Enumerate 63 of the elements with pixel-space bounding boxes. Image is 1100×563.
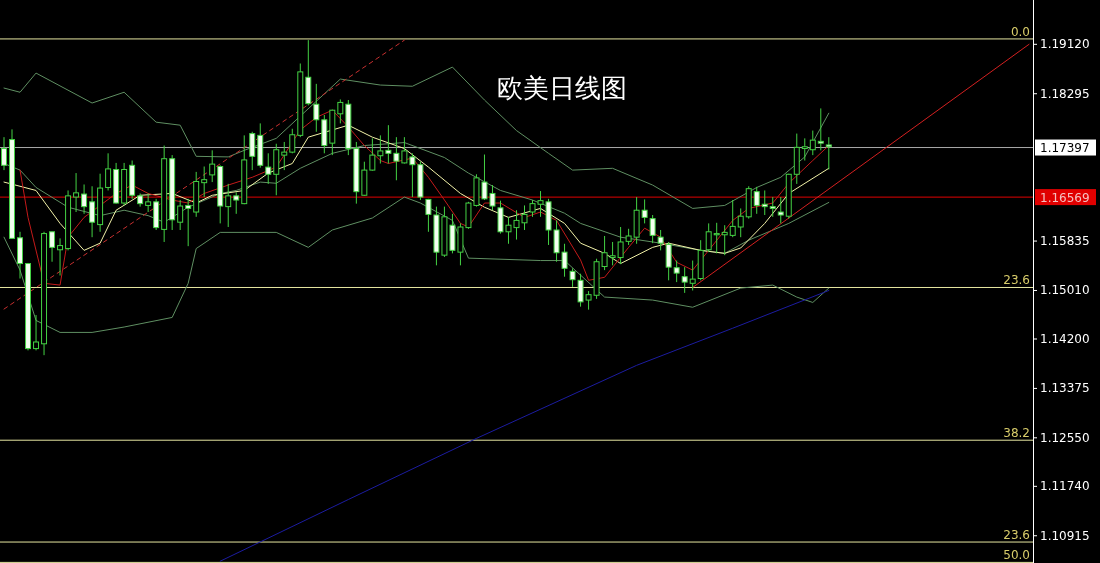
candlestick bbox=[105, 152, 112, 191]
candlestick bbox=[209, 149, 216, 183]
candlestick bbox=[337, 98, 344, 124]
candlestick bbox=[825, 136, 832, 170]
ref-line-label: 1.17397 bbox=[1040, 141, 1090, 156]
candlestick bbox=[753, 186, 760, 215]
y-tick-label: 1.14200 bbox=[1040, 332, 1090, 346]
candlestick bbox=[681, 266, 688, 294]
candlestick bbox=[649, 214, 656, 244]
candlestick bbox=[809, 130, 816, 156]
annotation: 23.6 bbox=[1003, 273, 1030, 288]
candlestick bbox=[201, 166, 208, 198]
candlestick bbox=[721, 224, 728, 256]
annotation: 23.6 bbox=[1003, 528, 1030, 543]
y-tick-label: 1.11740 bbox=[1040, 479, 1090, 494]
candlestick bbox=[737, 207, 744, 238]
line-series bbox=[3, 66, 830, 209]
y-tick-label: 1.10915 bbox=[1040, 528, 1090, 543]
line-series bbox=[3, 124, 830, 265]
candlestick bbox=[89, 185, 96, 238]
line-series bbox=[219, 289, 830, 562]
candlestick bbox=[1, 136, 7, 171]
candlestick bbox=[73, 172, 80, 213]
y-tick-label: 1.18295 bbox=[1040, 86, 1090, 101]
ref-line-label: 1.16569 bbox=[1040, 190, 1090, 205]
candlestick bbox=[369, 137, 376, 172]
annotation: 50.0 bbox=[1003, 548, 1030, 563]
candlestick bbox=[81, 183, 88, 215]
candlestick bbox=[761, 189, 768, 216]
y-tick-label: 1.13375 bbox=[1040, 381, 1090, 396]
annotation: 38.2 bbox=[1003, 426, 1030, 441]
candlestick bbox=[713, 222, 720, 254]
candlestick bbox=[769, 196, 776, 218]
annotation: 0.0 bbox=[1010, 24, 1030, 39]
candlestick bbox=[145, 192, 152, 213]
line-series bbox=[3, 196, 830, 333]
candlestick bbox=[729, 199, 736, 238]
candlestick bbox=[817, 107, 824, 151]
candlestick bbox=[777, 196, 784, 224]
candlestick bbox=[313, 83, 320, 133]
candlestick bbox=[185, 198, 192, 247]
candlestick bbox=[705, 222, 712, 253]
candlestick bbox=[569, 267, 576, 288]
candlestick bbox=[33, 314, 40, 351]
candlestick bbox=[49, 231, 56, 263]
candlestick bbox=[289, 128, 296, 154]
candlestick bbox=[689, 260, 696, 291]
candlestick bbox=[801, 137, 808, 162]
candlestick bbox=[225, 183, 232, 228]
y-tick-label: 1.19120 bbox=[1040, 37, 1090, 52]
candlestick bbox=[673, 260, 680, 283]
y-tick-label: 1.12550 bbox=[1040, 430, 1090, 445]
candlestick bbox=[281, 141, 288, 171]
candlestick bbox=[177, 199, 184, 231]
candlestick bbox=[249, 131, 256, 171]
text: 欧美日线图 bbox=[497, 73, 627, 103]
candlestick bbox=[665, 241, 672, 281]
candlestick bbox=[265, 152, 272, 185]
y-tick-label: 1.15010 bbox=[1040, 283, 1090, 298]
candlestick bbox=[657, 229, 664, 251]
candlestick bbox=[233, 191, 240, 215]
y-tick-label: 1.15835 bbox=[1040, 234, 1090, 249]
candlestick bbox=[57, 237, 64, 277]
